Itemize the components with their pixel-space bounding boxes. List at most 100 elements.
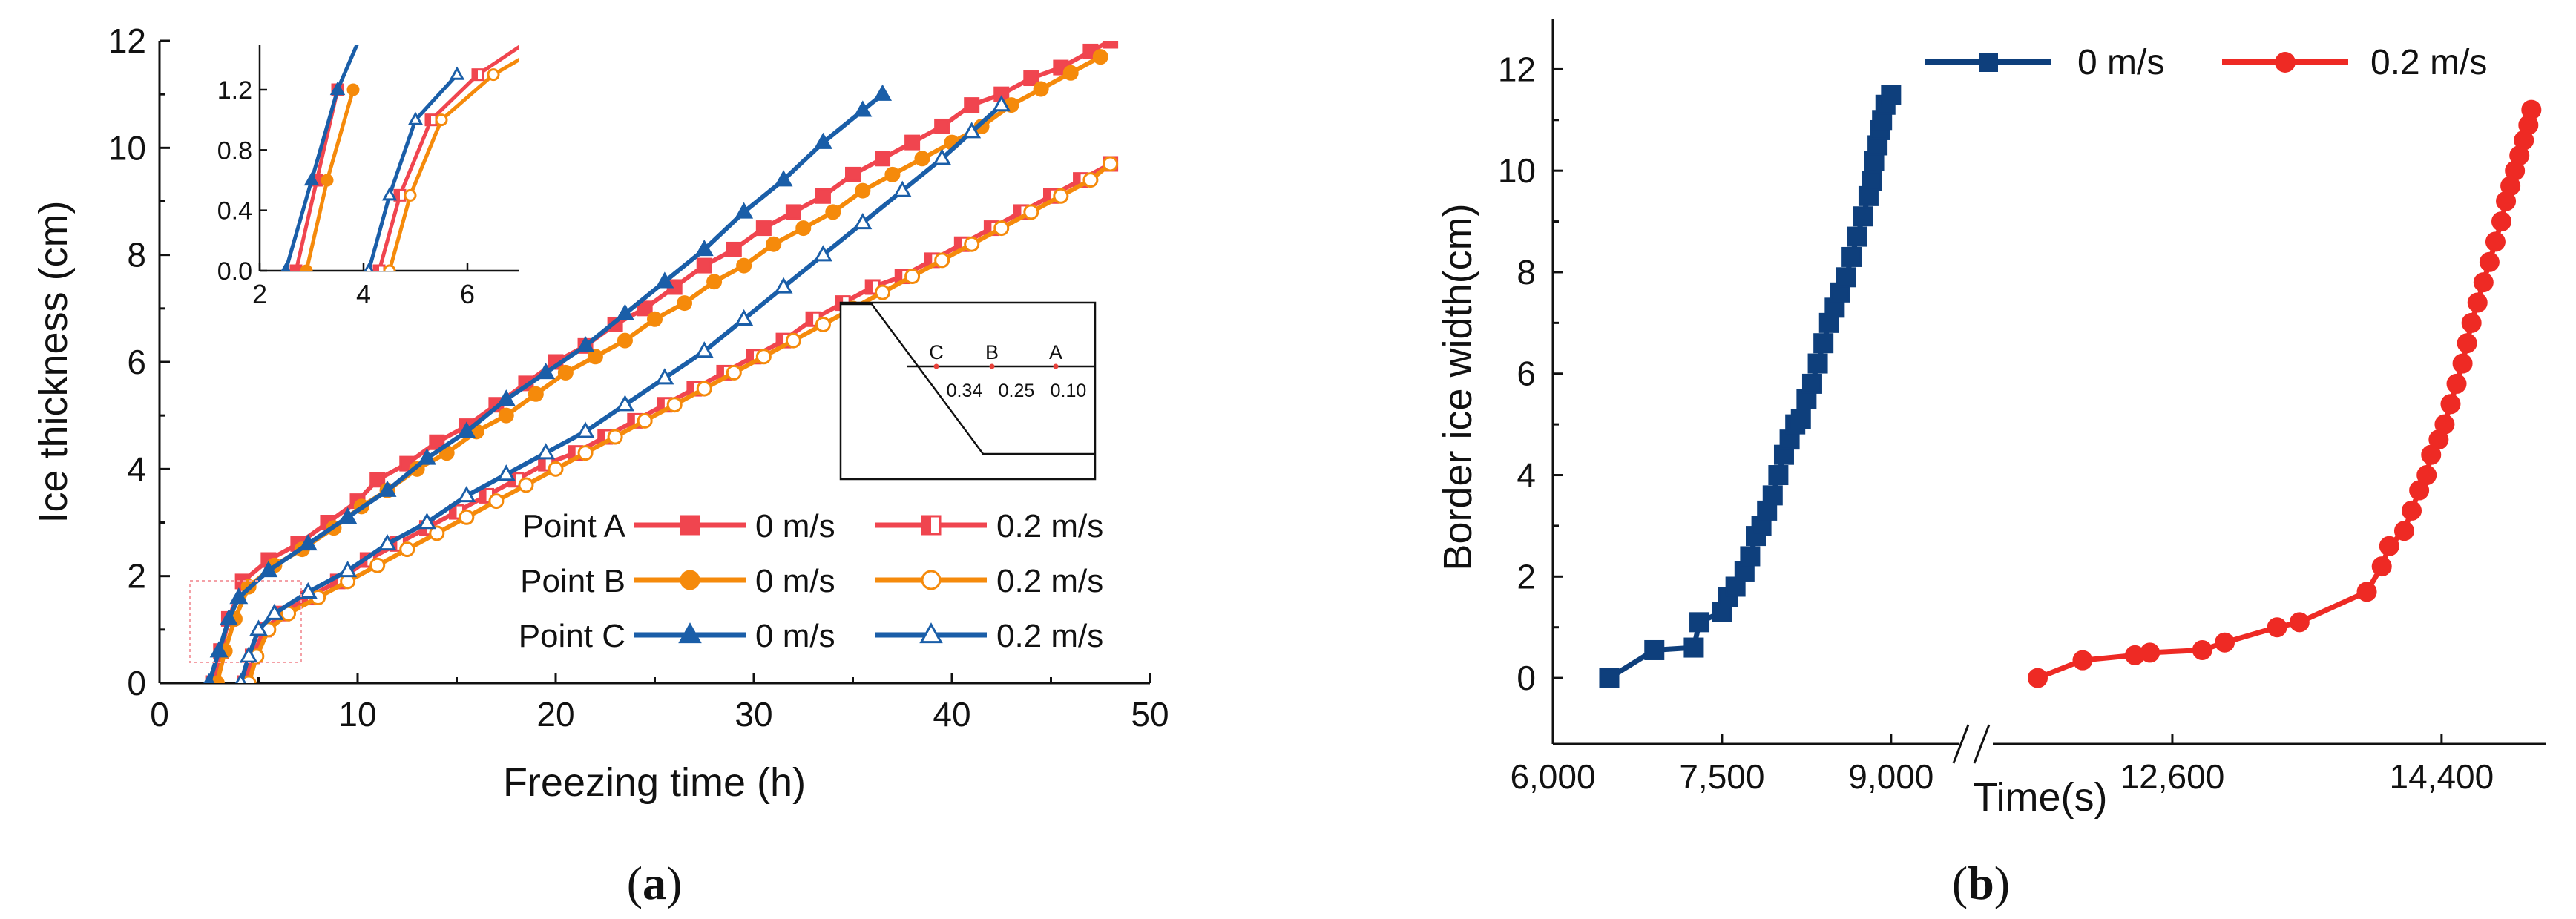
data-point (369, 557, 386, 573)
schematic-marker-c (933, 363, 939, 369)
data-point (904, 134, 921, 151)
data-point (429, 434, 445, 450)
data-point (694, 341, 714, 358)
data-point (399, 541, 415, 558)
data-point (696, 257, 712, 274)
legend-b-02ms-label: 0.2 m/s (996, 563, 1103, 599)
data-point (873, 84, 893, 101)
legend-key-marker (680, 515, 700, 536)
data-point (496, 464, 516, 481)
data-point-half (717, 366, 724, 380)
schematic-marker-b (989, 363, 995, 369)
inset-data-point-half (473, 69, 478, 80)
panel-a-y-tick-label: 0 (127, 664, 146, 702)
data-point (259, 561, 278, 578)
data-point-half (331, 574, 338, 588)
data-point (1062, 65, 1079, 81)
legend-c-0ms-label: 0 m/s (755, 618, 835, 654)
data-point (1762, 485, 1783, 506)
data-point (1847, 226, 1867, 247)
inset-zoom-chart: 2 4 6 0.0 0.4 0.8 1.2 (217, 24, 545, 309)
data-point (964, 236, 980, 252)
inset-x-tick-label: 4 (356, 279, 371, 309)
data-point (1683, 637, 1704, 658)
inset-y-tick-label: 0.0 (217, 257, 252, 286)
data-point (2434, 414, 2455, 435)
data-point (1841, 246, 1862, 267)
data-point (993, 220, 1010, 237)
data-point (2371, 556, 2392, 577)
inset-series-c (280, 45, 359, 271)
panel-b-caption: (b) (1952, 857, 2010, 909)
data-point (587, 349, 603, 365)
data-point (735, 202, 754, 219)
data-point-half (390, 537, 398, 551)
data-point (992, 95, 1011, 112)
inset-series-line (367, 73, 459, 271)
data-point (766, 236, 782, 252)
panel-b-y-tick-label: 0 (1517, 659, 1536, 697)
data-point (1599, 668, 1620, 688)
data-point (2072, 650, 2093, 671)
inset-data-point (404, 188, 417, 202)
inset-data-point (487, 68, 500, 82)
legend-0ms-label: 0 m/s (2077, 43, 2164, 82)
inset-x-tick-label: 2 (252, 279, 267, 309)
data-point (459, 509, 475, 525)
data-point (417, 448, 436, 465)
data-point (825, 204, 841, 220)
panel-b-x-label: Time(s) (1974, 775, 2108, 820)
schematic-label-c: C (929, 341, 944, 363)
panel-a-caption: (a) (627, 857, 683, 909)
legend-row-label-a: Point A (522, 508, 626, 544)
data-point (615, 303, 634, 320)
data-point (528, 386, 544, 402)
inset-data-point-half (426, 114, 431, 125)
panel-a-y-tick-label: 4 (127, 449, 146, 488)
legend-c-02ms-label: 0.2 m/s (996, 618, 1103, 654)
data-point (655, 271, 674, 289)
schematic-distance-a: 0.10 (1051, 381, 1087, 401)
legend-0ms-marker (1979, 53, 1998, 72)
data-point (2402, 500, 2422, 521)
panel-b-axes: 0 2 4 6 8 10 12 6,000 7,500 9,000 12,600 14,400 (1498, 19, 2546, 796)
data-point (2491, 211, 2512, 232)
data-point (2473, 272, 2494, 293)
data-point (677, 295, 693, 312)
data-point (726, 241, 742, 257)
data-point (647, 311, 663, 327)
data-point (1853, 206, 1873, 227)
panel-a-x-tick-label: 10 (338, 695, 376, 734)
data-point (576, 335, 595, 353)
data-point (1836, 267, 1856, 288)
data-point (229, 587, 249, 605)
schematic-frame (839, 301, 1097, 481)
data-point (755, 220, 772, 237)
inset-y-tick-label: 0.8 (217, 136, 252, 165)
data-point (2485, 231, 2506, 252)
data-point (914, 151, 930, 167)
data-point (1644, 639, 1665, 660)
data-point (1103, 156, 1119, 172)
data-point (234, 673, 247, 683)
inset-series (280, 24, 545, 271)
panel-a-y-tick-label: 10 (108, 128, 146, 167)
data-point-half (985, 221, 992, 235)
data-point (249, 619, 268, 636)
data-point (2461, 312, 2482, 333)
data-point (536, 363, 556, 380)
data-point (203, 673, 215, 683)
legend-02ms-marker (2275, 52, 2296, 73)
data-point-half (777, 334, 784, 348)
legend-row-label-b: Point B (520, 563, 625, 599)
data-point (576, 421, 595, 438)
inset-data-point-half (374, 266, 379, 271)
data-point (1862, 171, 1882, 191)
panel-b-series (1599, 85, 2542, 688)
inset-data-point (280, 262, 291, 271)
data-point (785, 332, 801, 349)
data-point (1740, 546, 1761, 567)
series-b-02ms (240, 156, 1119, 683)
inset-data-point-half (540, 24, 545, 35)
legend-02ms-label: 0.2 m/s (2370, 43, 2487, 82)
